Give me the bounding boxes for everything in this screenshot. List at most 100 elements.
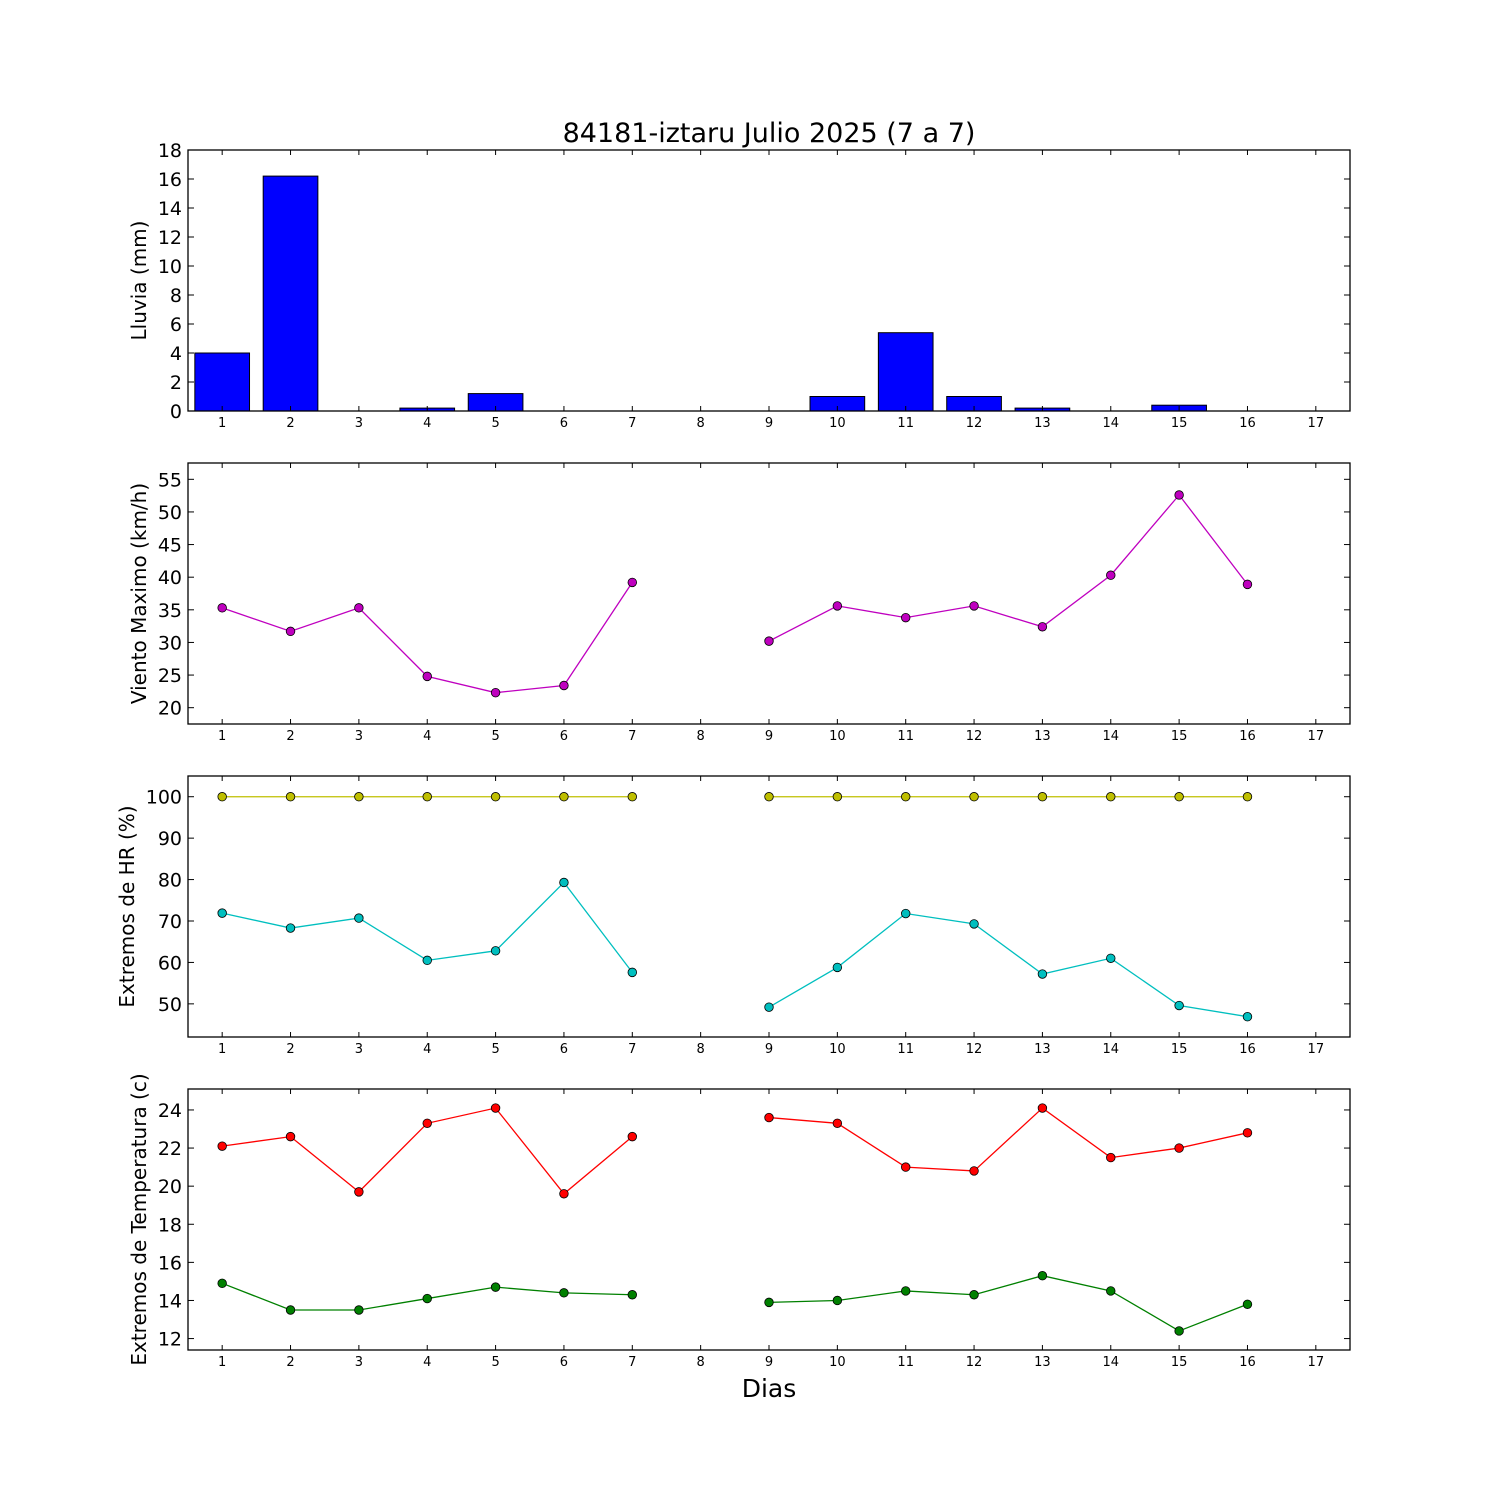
temperature-series-0-point-day-4 [422, 1118, 432, 1128]
temperature-series-1-point-day-7 [627, 1290, 637, 1300]
rain-xtick-label: 15 [1171, 416, 1188, 431]
wind-series-0-point-day-3 [354, 603, 364, 613]
x-axis-label: Dias [742, 1374, 797, 1403]
temperature-y-axis-label: Extremos de Temperatura (c) [127, 1073, 151, 1365]
rain-ytick-label: 18 [158, 140, 182, 162]
rain-bar-day-2 [262, 175, 319, 412]
humidity-series-1-point-day-16 [1242, 1012, 1253, 1022]
wind-xtick-label: 10 [829, 729, 846, 744]
wind-series-0-point-day-4 [422, 671, 432, 682]
temperature-xtick-label: 2 [286, 1355, 294, 1370]
humidity-series-0-point-day-13 [1037, 792, 1048, 802]
rain-xtick-label: 4 [423, 416, 431, 431]
wind-xtick-label: 14 [1102, 729, 1119, 744]
humidity-series-1-point-day-2 [285, 923, 296, 933]
temperature-xtick-label: 13 [1034, 1355, 1051, 1370]
temperature-series-0-point-day-7 [627, 1131, 637, 1142]
rain-xtick-label: 14 [1102, 416, 1119, 431]
temperature-series-1-line [768, 1275, 1248, 1332]
wind-series-0-point-day-6 [559, 680, 569, 691]
humidity-xtick-label: 4 [423, 1042, 431, 1057]
temperature-series-1-point-day-4 [422, 1293, 432, 1304]
humidity-xtick-label: 5 [491, 1042, 499, 1057]
humidity-xtick-label: 16 [1239, 1042, 1256, 1057]
figure-title: 84181-iztaru Julio 2025 (7 a 7) [563, 118, 976, 149]
temperature-plot-frame [187, 1088, 1351, 1351]
wind-xtick-label: 9 [765, 729, 773, 744]
temperature-ytick-label: 16 [158, 1252, 182, 1274]
humidity-series-1-point-day-7 [627, 967, 637, 978]
wind-ytick-label: 50 [158, 502, 182, 524]
humidity-series-1-point-day-9 [764, 1002, 774, 1012]
wind-ytick-label: 30 [158, 632, 182, 654]
wind-ytick-label: 55 [158, 469, 182, 491]
humidity-xtick-label: 14 [1102, 1042, 1119, 1057]
temperature-series-1-point-day-6 [559, 1288, 569, 1298]
humidity-series-1-point-day-10 [832, 962, 843, 973]
panel-humidity: 1 2 3 4 5 6 7 8 9 10 11 12 13 14 15 16 175060708090100Ex… [115, 775, 1351, 1057]
rain-xtick-label: 3 [355, 416, 363, 431]
rain-xtick-label: 11 [897, 416, 914, 431]
rain-ytick-label: 12 [158, 227, 182, 249]
temperature-xtick-label: 6 [560, 1355, 568, 1370]
temperature-series-0-point-day-6 [559, 1189, 569, 1199]
humidity-series-1-point-day-13 [1037, 969, 1048, 979]
temperature-xtick-label: 8 [697, 1355, 705, 1370]
temperature-ytick-label: 20 [158, 1176, 182, 1198]
temperature-series-0-point-day-16 [1242, 1128, 1253, 1138]
wind-series-0-point-day-15 [1174, 490, 1184, 500]
rain-ytick-label: 6 [170, 314, 182, 336]
wind-xtick-label: 8 [697, 729, 705, 744]
temperature-series-0-point-day-1 [217, 1141, 227, 1151]
humidity-xtick-label: 9 [765, 1042, 773, 1057]
humidity-xtick-label: 12 [966, 1042, 983, 1057]
humidity-ytick-label: 90 [158, 828, 182, 850]
rain-xtick-label: 17 [1308, 416, 1325, 431]
wind-xtick-label: 15 [1171, 729, 1188, 744]
wind-ytick-label: 20 [158, 698, 182, 720]
humidity-xtick-label: 11 [897, 1042, 914, 1057]
humidity-series-1-point-day-1 [217, 908, 227, 918]
temperature-series-0-point-day-15 [1174, 1143, 1184, 1153]
rain-ytick-label: 0 [170, 401, 182, 423]
rain-bar-day-1 [194, 352, 251, 412]
humidity-series-0-point-day-1 [217, 792, 227, 802]
rain-xtick-label: 8 [697, 416, 705, 431]
temperature-ytick-label: 12 [158, 1329, 182, 1351]
temperature-series-0-point-day-14 [1106, 1152, 1116, 1163]
humidity-xtick-label: 2 [286, 1042, 294, 1057]
humidity-series-0-point-day-3 [354, 792, 364, 802]
rain-xtick-label: 5 [491, 416, 499, 431]
wind-ytick-label: 45 [158, 535, 182, 557]
humidity-series-0-point-day-2 [285, 792, 296, 802]
wind-series-0-point-day-1 [217, 603, 227, 613]
wind-xtick-label: 2 [286, 729, 294, 744]
humidity-ytick-label: 100 [146, 787, 182, 809]
humidity-xtick-label: 3 [355, 1042, 363, 1057]
rain-bar-day-11 [877, 332, 934, 412]
temperature-series-1-point-day-3 [354, 1305, 364, 1315]
wind-xtick-label: 3 [355, 729, 363, 744]
temperature-series-1-point-day-13 [1037, 1271, 1048, 1281]
wind-xtick-label: 13 [1034, 729, 1051, 744]
humidity-series-0-point-day-14 [1106, 792, 1116, 802]
wind-plot-frame [187, 462, 1351, 725]
temperature-series-0-point-day-13 [1037, 1103, 1048, 1113]
humidity-series-0-point-day-6 [559, 792, 569, 802]
temperature-xtick-label: 15 [1171, 1355, 1188, 1370]
humidity-xtick-label: 15 [1171, 1042, 1188, 1057]
temperature-ytick-label: 22 [158, 1138, 182, 1160]
temperature-series-0-point-day-2 [285, 1131, 296, 1142]
humidity-series-1-point-day-4 [422, 955, 432, 966]
panel-temperature: 1 2 3 4 5 6 7 8 9 10 11 12 13 14 15 16 1712141618202224E… [127, 1073, 1351, 1370]
temperature-ytick-label: 24 [158, 1100, 182, 1122]
rain-xtick-label: 10 [829, 416, 846, 431]
temperature-xtick-label: 7 [628, 1355, 636, 1370]
wind-xtick-label: 1 [218, 729, 226, 744]
rain-ytick-label: 16 [158, 169, 182, 191]
temperature-series-0-point-day-9 [764, 1112, 774, 1123]
humidity-plot-frame [187, 775, 1351, 1038]
temperature-xtick-label: 3 [355, 1355, 363, 1370]
wind-series-0-point-day-16 [1242, 579, 1253, 590]
humidity-series-1-point-day-15 [1174, 1000, 1184, 1011]
